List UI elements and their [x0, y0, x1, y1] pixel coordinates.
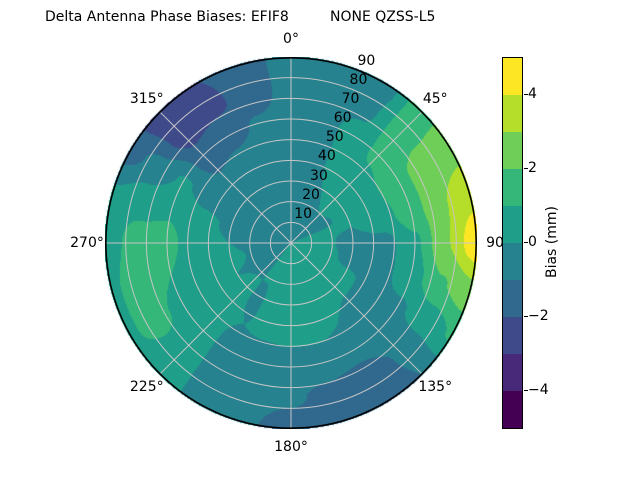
- colorbar-tick: [523, 316, 528, 318]
- colorbar-segment: [503, 206, 522, 243]
- colorbar-segment: [503, 169, 522, 206]
- chart-title-left: Delta Antenna Phase Biases: EFIF8: [45, 9, 289, 25]
- colorbar-tick-label: 4: [528, 86, 537, 102]
- colorbar-tick-label: 0: [528, 234, 537, 250]
- polar-contour-canvas: [105, 57, 477, 429]
- colorbar-segment: [503, 95, 522, 132]
- theta-tick-label-90: 90: [486, 235, 504, 251]
- chart-title-right: NONE QZSS-L5: [330, 9, 436, 25]
- colorbar-segment: [503, 391, 522, 428]
- theta-tick-label-0: 0°: [283, 31, 299, 47]
- radial-tick-label-90: 90: [357, 52, 376, 69]
- theta-tick-label-225: 225°: [129, 379, 164, 396]
- radial-tick-label-10: 10: [294, 205, 313, 222]
- colorbar-tick-label: 2: [528, 160, 537, 176]
- colorbar-tick: [523, 94, 528, 96]
- colorbar-axis-label: Bias (mm): [544, 205, 560, 279]
- colorbar-segment: [503, 280, 522, 317]
- radial-tick-label-70: 70: [341, 91, 360, 108]
- radial-tick-label-80: 80: [349, 72, 368, 89]
- colorbar-tick: [523, 390, 528, 392]
- colorbar: [502, 57, 523, 429]
- colorbar-tick-label: −2: [528, 308, 549, 324]
- colorbar-segment: [503, 354, 522, 391]
- colorbar-tick: [523, 168, 528, 170]
- theta-tick-label-270: 270°: [70, 235, 104, 251]
- radial-tick-label-30: 30: [310, 167, 328, 184]
- theta-tick-label-135: 135°: [418, 379, 453, 396]
- theta-tick-label-315: 315°: [129, 90, 164, 107]
- radial-tick-label-60: 60: [333, 110, 352, 127]
- colorbar-segment: [503, 58, 522, 95]
- colorbar-segment: [503, 132, 522, 169]
- radial-tick-label-40: 40: [317, 148, 336, 165]
- radial-tick-label-20: 20: [302, 186, 320, 203]
- theta-tick-label-45: 45°: [422, 90, 448, 107]
- colorbar-segment: [503, 317, 522, 354]
- theta-tick-label-180: 180°: [274, 439, 308, 455]
- radial-tick-label-50: 50: [325, 129, 344, 146]
- colorbar-tick-label: −4: [528, 382, 549, 398]
- colorbar-tick: [523, 242, 528, 244]
- colorbar-segment: [503, 243, 522, 280]
